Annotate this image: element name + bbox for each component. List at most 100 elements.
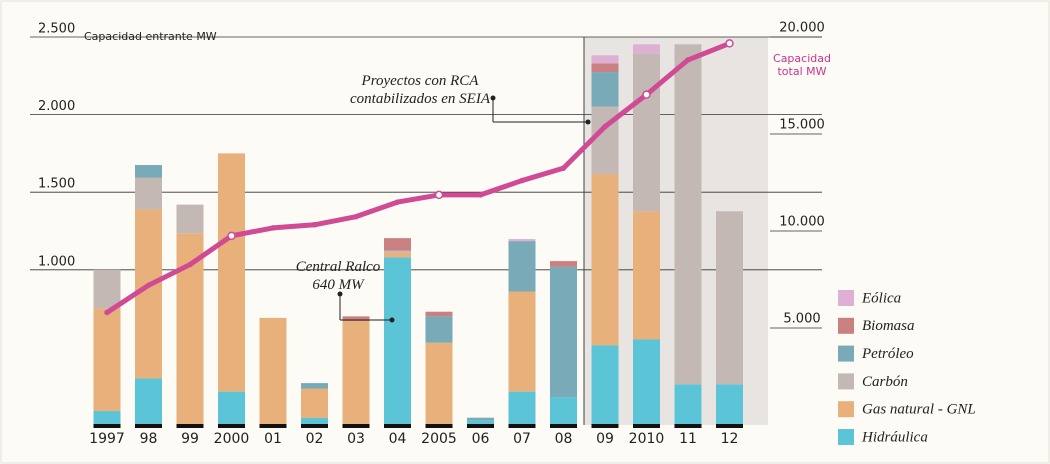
bar-segment	[301, 418, 328, 425]
y2-tick-label: 20.000	[779, 21, 825, 36]
x-tick-label: 2010	[629, 431, 665, 447]
bar-segment	[425, 311, 453, 317]
legend-swatch	[838, 317, 854, 334]
line-point	[685, 57, 691, 63]
bar-segment	[508, 291, 536, 392]
line-point	[519, 177, 525, 184]
bar-segment	[135, 165, 162, 178]
legend-label: Petróleo	[861, 346, 914, 362]
bar-foot	[591, 424, 619, 428]
leader-dot	[337, 291, 343, 297]
x-tick-label: 99	[181, 431, 199, 447]
legend-label: Carbón	[862, 374, 908, 390]
y-axis-label: Capacidad entrante MW	[84, 30, 217, 43]
bar-segment	[591, 55, 619, 64]
total-capacity-line	[104, 40, 732, 315]
bar-foot	[716, 424, 743, 428]
bar-segment	[716, 384, 743, 425]
legend-swatch	[838, 401, 854, 418]
x-tick-label: 11	[679, 431, 697, 447]
x-tick-label: 01	[264, 431, 282, 447]
bar-foot	[218, 424, 245, 428]
line-point	[434, 190, 444, 200]
bar-segment	[508, 241, 536, 292]
bar-foot	[467, 424, 494, 428]
y-tick-label: 2.000	[38, 99, 75, 114]
y2-tick-label: 5.000	[783, 312, 820, 327]
line-point	[394, 199, 401, 205]
bar-foot	[508, 424, 536, 428]
y2-axis-label: Capacidad total MW	[773, 52, 831, 78]
bar-segment	[384, 250, 411, 253]
bar-segment	[550, 261, 577, 267]
bar-foot	[384, 424, 411, 428]
y-tick-label: 1.500	[38, 177, 75, 192]
legend-label: Eólica	[861, 290, 901, 306]
line-point	[270, 225, 276, 231]
bar-segment	[425, 342, 453, 425]
legend-label: Biomasa	[862, 318, 915, 334]
bar-segment	[342, 316, 370, 322]
bar-foot	[342, 424, 370, 428]
bar-foot	[93, 424, 121, 428]
bar-foot	[550, 424, 577, 428]
bar-segment	[550, 266, 577, 398]
bar-segment	[467, 417, 494, 421]
x-tick-label: 02	[306, 431, 324, 447]
bar-segment	[384, 257, 411, 425]
x-tick-label: 03	[347, 431, 365, 447]
bar-foot	[633, 424, 660, 428]
bar-segment	[591, 63, 619, 73]
legend-swatch	[838, 373, 854, 390]
y-tick-label: 1.000	[38, 254, 75, 269]
line-point	[560, 165, 567, 171]
x-tick-label: 08	[555, 431, 573, 447]
bar-segment	[218, 391, 245, 425]
bar-segment	[176, 204, 204, 234]
line-point	[187, 261, 193, 268]
bar-segment	[425, 316, 453, 343]
x-tick-label: 98	[140, 431, 158, 447]
bar-segment	[218, 153, 245, 392]
leader-dot	[585, 119, 591, 125]
bar-segment	[633, 339, 660, 425]
line-point	[642, 90, 651, 99]
x-tick-label: 2000	[214, 431, 250, 447]
bar-segment	[550, 397, 577, 425]
legend-swatch	[838, 429, 854, 445]
bar-segment	[716, 211, 743, 385]
bar-segment	[674, 44, 702, 385]
bar-segment	[633, 44, 660, 54]
line-point	[725, 39, 734, 48]
annotation: Central Ralco 640 MW	[295, 259, 381, 293]
x-tick-label: 04	[389, 431, 407, 447]
line-point	[353, 213, 359, 220]
bar-segment	[633, 53, 660, 212]
bar-segment	[384, 238, 411, 251]
bar-segment	[93, 308, 121, 412]
bar-foot	[425, 424, 453, 428]
bar-segment	[591, 174, 619, 346]
bar-segment	[591, 72, 619, 107]
bar-segment	[135, 378, 162, 425]
line-point	[104, 309, 110, 316]
bar-segment	[508, 391, 536, 425]
x-tick-label: 12	[721, 431, 739, 447]
bar-segment	[301, 383, 328, 389]
x-tick-label: 09	[596, 431, 614, 447]
bar-segment	[135, 177, 162, 210]
x-tick-label: 07	[513, 431, 531, 447]
bar-foot	[259, 424, 287, 428]
legend-swatch	[838, 290, 854, 306]
y2-tick-label: 15.000	[779, 118, 825, 133]
legend-swatch	[838, 345, 854, 362]
annotation: Proyectos con RCA contabilizados en SEIA	[350, 73, 490, 107]
x-tick-label: 2005	[421, 431, 457, 447]
bar-segment	[591, 345, 619, 425]
bar-segment	[342, 321, 370, 425]
bar-segment	[467, 420, 494, 425]
bar-foot	[176, 424, 204, 428]
y2-tick-label: 10.000	[779, 215, 825, 230]
